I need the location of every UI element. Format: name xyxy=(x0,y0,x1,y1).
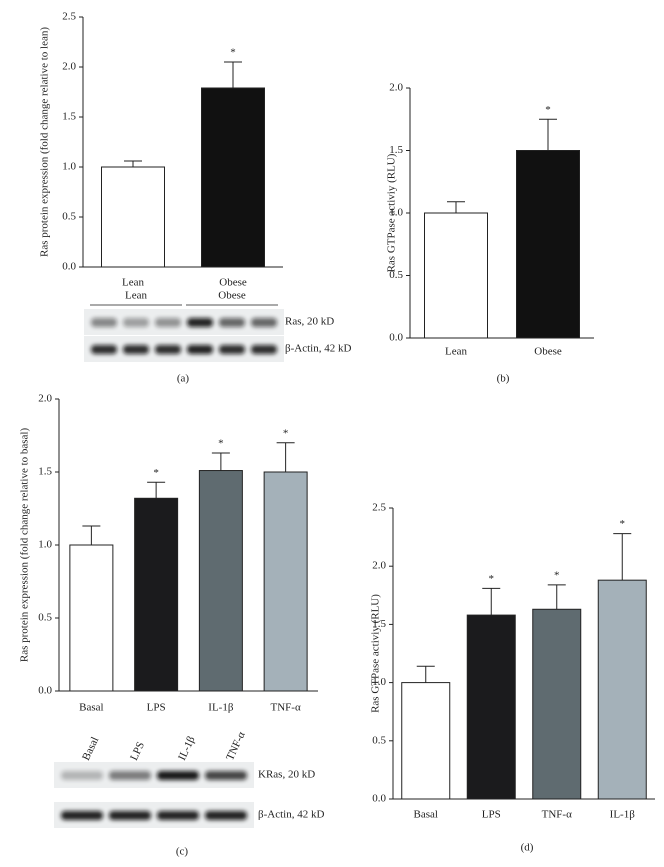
bar xyxy=(134,497,179,692)
blot-band xyxy=(219,345,245,354)
y-tick-label: 1.0 xyxy=(372,676,386,688)
bar xyxy=(532,608,582,800)
x-tick-label: Lean xyxy=(122,277,144,289)
blot-band xyxy=(219,318,245,327)
y-tick-label: 1.5 xyxy=(389,144,403,156)
x-tick-label: LPS xyxy=(482,809,501,821)
y-tick-label: 0.0 xyxy=(38,685,52,697)
blot-band xyxy=(123,318,149,327)
blot-band xyxy=(91,345,117,354)
x-tick-label: Lean xyxy=(445,346,467,358)
bar xyxy=(597,579,647,800)
y-tick-label: 0.0 xyxy=(389,332,403,344)
y-tick-label: 0.0 xyxy=(62,261,76,273)
blot-lane-label: LPS xyxy=(128,740,147,762)
blot-lane-label: Lean xyxy=(125,290,147,302)
panel-label: (c) xyxy=(176,846,189,858)
blot-row-label: β-Actin, 42 kD xyxy=(258,809,324,821)
x-tick-label: Basal xyxy=(414,809,438,821)
blot-band xyxy=(251,318,277,327)
blot-band xyxy=(251,345,277,354)
bar xyxy=(466,614,516,800)
y-tick-label: 2.0 xyxy=(372,560,386,572)
blot-band xyxy=(109,811,151,820)
significance-mark: * xyxy=(620,518,626,530)
blot-row-label: β-Actin, 42 kD xyxy=(285,343,351,355)
bar xyxy=(201,87,265,268)
panel-label: (b) xyxy=(497,373,510,385)
y-tick-label: 1.5 xyxy=(62,111,76,123)
x-tick-label: IL-1β xyxy=(610,809,636,821)
y-tick-label: 2.0 xyxy=(62,61,76,73)
y-tick-label: 1.5 xyxy=(372,618,386,630)
bar xyxy=(101,166,165,268)
bar xyxy=(424,212,488,339)
panel-label: (a) xyxy=(177,373,190,385)
significance-mark: * xyxy=(153,467,159,479)
blot-band xyxy=(61,811,103,820)
y-tick-label: 1.5 xyxy=(38,466,52,478)
y-axis-label: Ras GTPase activiy (RLU) xyxy=(386,153,398,272)
blot-background xyxy=(84,336,284,362)
panel: 0.0 0.5 1.0 1.5 2.0 Ras GTPase activiy (RLU) (… xyxy=(386,82,594,385)
blot-lane-label: Obese xyxy=(218,290,246,302)
x-tick-label: TNF-α xyxy=(271,702,301,714)
y-tick-label: 0.5 xyxy=(372,734,386,746)
y-tick-label: 2.5 xyxy=(372,502,386,514)
y-tick-label: 2.0 xyxy=(38,393,52,405)
y-tick-label: 1.0 xyxy=(38,539,52,551)
y-axis-label: Ras protein expression (fold change rela… xyxy=(19,428,31,663)
bar xyxy=(69,544,114,692)
x-tick-label: Obese xyxy=(219,277,247,289)
significance-mark: * xyxy=(489,573,495,585)
panel-label: (d) xyxy=(521,842,534,854)
y-tick-label: 0.5 xyxy=(38,612,52,624)
significance-mark: * xyxy=(545,104,551,116)
y-tick-label: 1.0 xyxy=(389,207,403,219)
blot-band xyxy=(61,771,103,780)
panel: 0.0 0.5 1.0 1.5 2.0 2.5 Ras GTPase activiy (RL… xyxy=(370,502,655,854)
blot-band xyxy=(109,771,151,780)
y-axis-label: Ras protein expression (fold change rela… xyxy=(39,27,51,257)
x-tick-label: IL-1β xyxy=(208,702,234,714)
blot-band xyxy=(205,771,247,780)
significance-mark: * xyxy=(218,438,224,450)
blot-lane-label: TNF-α xyxy=(224,730,248,763)
x-tick-label: TNF-α xyxy=(542,809,572,821)
bar xyxy=(516,150,580,339)
blot-band xyxy=(91,318,117,327)
blot-band xyxy=(157,811,199,820)
bar xyxy=(198,470,243,692)
significance-mark: * xyxy=(230,47,236,59)
y-tick-label: 0.5 xyxy=(389,269,403,281)
blot-lane-label: Basal xyxy=(80,735,101,762)
y-tick-label: 1.0 xyxy=(62,161,76,173)
blot-band xyxy=(155,345,181,354)
significance-mark: * xyxy=(554,569,560,581)
y-tick-label: 0.0 xyxy=(372,793,386,805)
y-tick-label: 2.0 xyxy=(389,82,403,94)
blot-band xyxy=(187,318,213,327)
blot-row-label: KRas, 20 kD xyxy=(258,769,315,781)
x-tick-label: Obese xyxy=(534,346,562,358)
x-tick-label: LPS xyxy=(147,702,166,714)
blot-band xyxy=(205,811,247,820)
blot-background xyxy=(84,309,284,335)
panel: 0.0 0.5 1.0 1.5 2.0 Ras protein expression (f… xyxy=(19,393,325,858)
significance-mark: * xyxy=(283,427,289,439)
blot-row-label: Ras, 20 kD xyxy=(285,316,334,328)
y-axis-label: Ras GTPase activiy (RLU) xyxy=(370,594,382,713)
blot-band xyxy=(155,318,181,327)
bar xyxy=(401,682,451,800)
bar xyxy=(263,471,308,692)
blot-band xyxy=(187,345,213,354)
blot-band xyxy=(157,771,199,780)
y-tick-label: 0.5 xyxy=(62,211,76,223)
x-tick-label: Basal xyxy=(79,702,103,714)
y-tick-label: 2.5 xyxy=(62,11,76,23)
blot-band xyxy=(123,345,149,354)
panel: 0.0 0.5 1.0 1.5 2.0 2.5 Ras protein expression… xyxy=(39,11,352,385)
blot-lane-label: IL-1β xyxy=(176,734,198,762)
